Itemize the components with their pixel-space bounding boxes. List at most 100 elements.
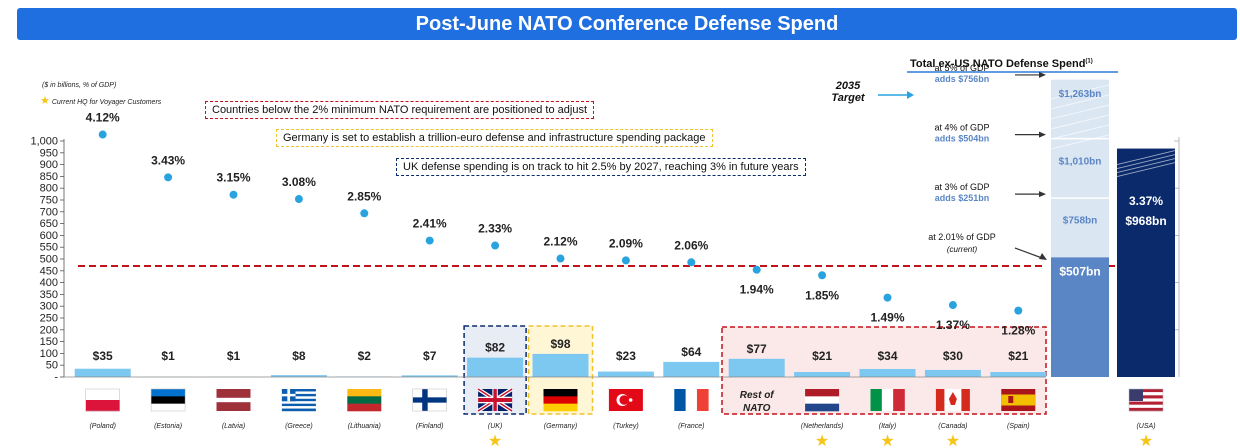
ex-us-hatch — [1050, 104, 1110, 120]
callout-nato-min: Countries below the 2% minimum NATO requ… — [205, 101, 594, 119]
gdp-dot — [687, 258, 696, 267]
germany-flag-stripe — [543, 389, 578, 397]
usa-bar-hatch — [1116, 158, 1176, 173]
turkey-flag-crescent-cut — [619, 395, 629, 405]
bar — [924, 369, 981, 377]
country-label: (Poland) — [89, 423, 115, 430]
poland-flag-stripe — [85, 389, 120, 401]
gdp-pct-label: 2.06% — [674, 238, 708, 252]
tier-sublabel: adds $756bn — [935, 74, 990, 84]
gdp-pct-label: 2.09% — [609, 236, 643, 250]
y-tick-label: 600 — [40, 230, 58, 242]
netherlands-flag-stripe — [805, 389, 840, 397]
chart-title: Post-June NATO Conference Defense Spend — [17, 8, 1237, 40]
usa-bar — [1117, 148, 1175, 377]
tier-label: at 5% of GDP — [934, 63, 989, 73]
bar-value-label: $21 — [812, 349, 832, 363]
hq-star-icon: ★ — [880, 433, 894, 448]
y-tick-label: 500 — [40, 254, 58, 266]
star-icon: ★ — [40, 95, 50, 107]
y-tick-label: - — [54, 372, 58, 384]
ex-us-tier-value: $1,010bn — [1059, 156, 1102, 167]
gdp-pct-label: 1.85% — [805, 288, 839, 302]
greece-flag-stripe — [281, 391, 316, 395]
usa-pct-label: 3.37% — [1129, 194, 1163, 208]
bar-value-label: $77 — [747, 342, 767, 356]
right-panel-title-text: Total ex-US NATO Defense Spend — [910, 58, 1086, 70]
france-flag-stripe — [696, 389, 709, 411]
gdp-pct-label: 1.37% — [936, 318, 970, 332]
greece-flag-stripe — [281, 406, 316, 409]
gdp-dot — [425, 236, 434, 245]
canada-flag-band — [935, 389, 945, 411]
y-tick-label: 900 — [40, 159, 58, 171]
hq-star-icon: ★ — [1139, 433, 1153, 448]
y-tick-label: 400 — [40, 277, 58, 289]
gdp-pct-label: 2.41% — [413, 217, 447, 231]
gdp-dot — [98, 130, 107, 139]
ex-us-hatch — [1050, 114, 1110, 130]
y-tick-label: 300 — [40, 301, 58, 313]
netherlands-flag-stripe — [805, 403, 840, 412]
finland-flag-frame — [412, 388, 447, 412]
right-panel-title: Total ex-US NATO Defense Spend(1) — [910, 58, 1093, 70]
usa-flag-stripe — [1129, 389, 1163, 393]
country-label: (Lithuania) — [348, 423, 381, 430]
ex-us-current-value: $507bn — [1059, 264, 1100, 278]
bar — [663, 361, 720, 377]
gdp-pct-label: 2.12% — [543, 235, 577, 249]
country-label: (Germany) — [544, 423, 577, 430]
finland-flag-cross-h — [412, 397, 447, 403]
y-tick-label: 700 — [40, 206, 58, 218]
country-label: (Italy) — [879, 423, 897, 430]
greece-flag-stripe — [281, 398, 316, 402]
finland-flag-cross-v — [422, 389, 428, 411]
gdp-dot — [164, 173, 173, 182]
tier-arrowhead — [1039, 253, 1047, 260]
country-label: (France) — [678, 423, 704, 430]
usa-flag-stripe — [1129, 407, 1163, 412]
italy-flag-stripe — [870, 389, 883, 411]
lithuania-flag-stripe — [347, 389, 382, 397]
gdp-dot — [1014, 306, 1023, 315]
greece-flag-stripe — [281, 396, 316, 399]
country-label: (Greece) — [285, 423, 313, 430]
gdp-pct-label: 3.43% — [151, 153, 185, 167]
canada-flag-band — [961, 389, 970, 411]
tier-arrowhead — [1039, 131, 1046, 138]
gdp-pct-label: 4.12% — [86, 111, 120, 125]
latvia-flag-stripe — [216, 397, 251, 403]
spain-flag-emblem — [1008, 396, 1014, 403]
usa-bar-hatch — [1116, 154, 1176, 169]
tier-arrowhead — [1039, 71, 1046, 78]
hq-star-icon: ★ — [815, 433, 829, 448]
bar-value-label: $21 — [1008, 349, 1028, 363]
country-label: (Latvia) — [222, 423, 245, 430]
usa-flag-stripe — [1129, 401, 1163, 405]
tier-sublabel: (current) — [947, 245, 978, 254]
target-arrowhead — [907, 91, 914, 99]
greece-flag-stripe — [281, 393, 316, 397]
country-label: (Spain) — [1007, 423, 1030, 430]
country-label: (Estonia) — [154, 423, 182, 430]
greece-flag-stripe — [281, 408, 316, 412]
rest-of-nato-label-line2: NATO — [743, 403, 771, 414]
gdp-pct-label: 1.49% — [870, 311, 904, 325]
poland-flag-frame — [85, 388, 120, 412]
usa-label: (USA) — [1136, 423, 1155, 430]
ex-us-hatch — [1050, 84, 1110, 100]
units-note: ($ in billions, % of GDP) — [42, 82, 117, 89]
greece-flag-stripe — [281, 401, 316, 404]
bar-value-label: $23 — [616, 349, 636, 363]
country-label: (Canada) — [938, 423, 967, 430]
ex-us-tier-value: $758bn — [1063, 216, 1097, 227]
right-panel-title-sup: (1) — [1085, 58, 1093, 65]
gdp-dot — [294, 195, 303, 204]
netherlands-flag-stripe — [805, 396, 840, 404]
usa-flag-stripe — [1129, 404, 1163, 409]
germany-flag-stripe — [543, 403, 578, 412]
gdp-dot — [752, 265, 761, 274]
lithuania-flag-stripe — [347, 403, 382, 412]
turkey-flag-star — [628, 398, 633, 402]
target-label: 2035 Target — [831, 80, 865, 104]
